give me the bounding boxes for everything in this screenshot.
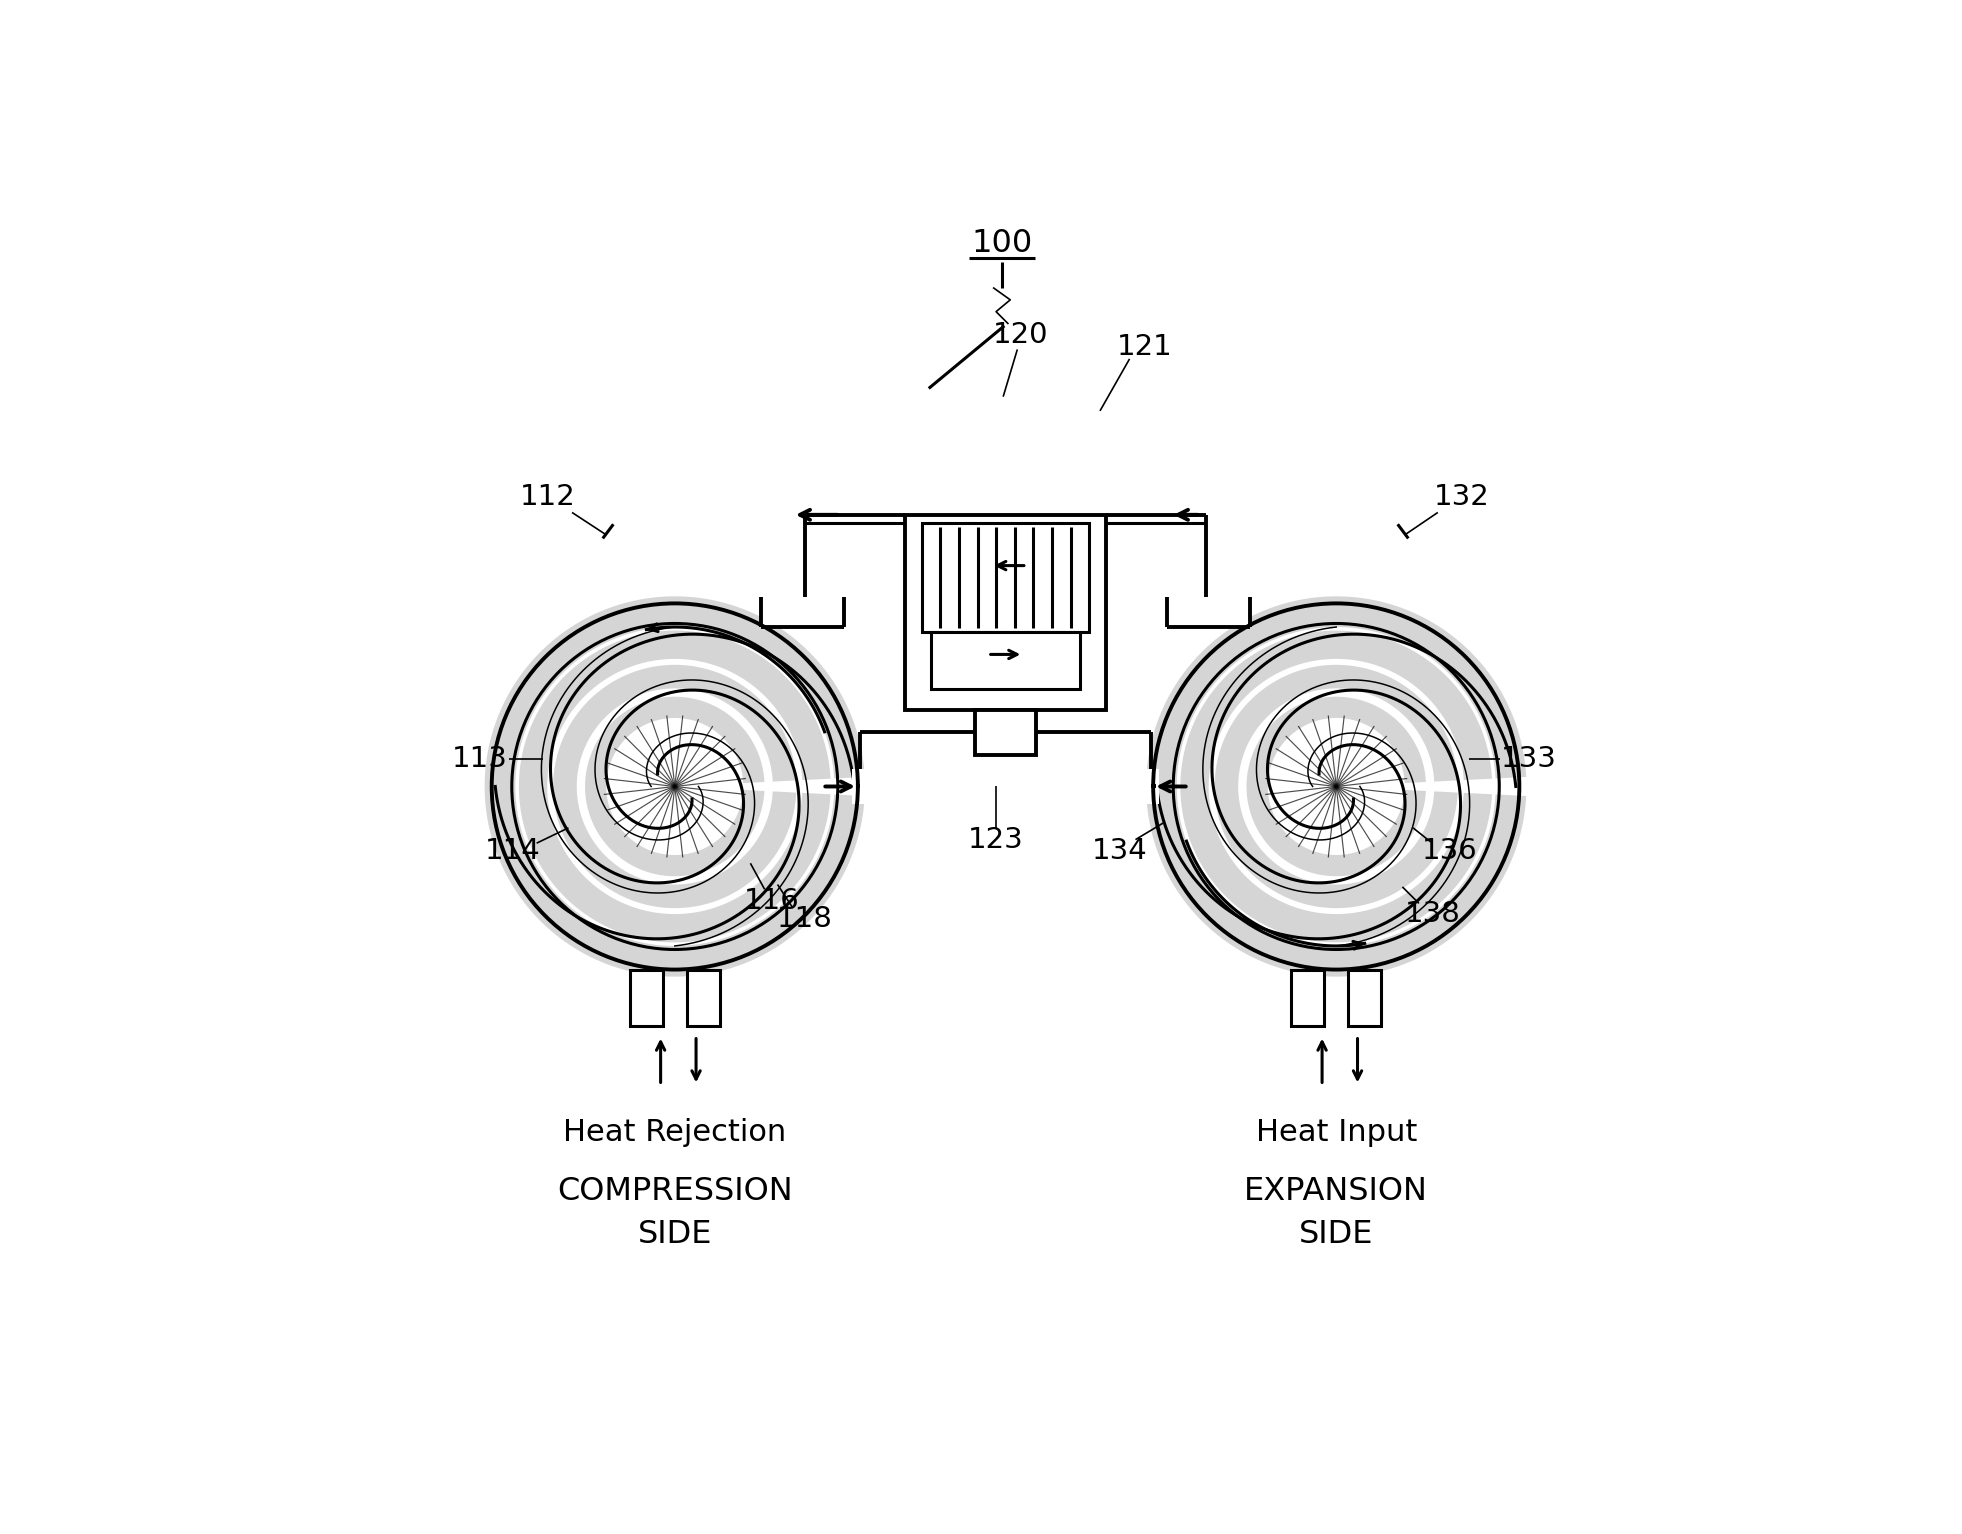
Circle shape [1148,597,1524,976]
Text: 100: 100 [971,227,1032,259]
Polygon shape [1214,664,1458,908]
Text: Heat Input: Heat Input [1256,1118,1417,1147]
Polygon shape [553,664,797,908]
Text: 134: 134 [1093,838,1148,865]
Text: EXPANSION
SIDE: EXPANSION SIDE [1244,1177,1428,1250]
Bar [922,523,1089,632]
Text: 114: 114 [485,838,542,865]
Polygon shape [518,630,830,942]
Bar [1136,769,1160,804]
Circle shape [487,597,863,976]
Polygon shape [1181,630,1491,942]
Text: COMPRESSION
SIDE: COMPRESSION SIDE [557,1177,793,1250]
Text: 123: 123 [967,825,1024,853]
Text: 113: 113 [451,746,508,773]
Bar [1348,969,1381,1026]
Bar [687,969,720,1026]
Bar [975,710,1036,755]
Text: 138: 138 [1405,900,1462,928]
Text: 116: 116 [744,887,800,916]
Text: 136: 136 [1422,838,1477,865]
Text: 120: 120 [993,321,1048,350]
Polygon shape [1246,696,1426,876]
Text: 112: 112 [520,483,575,511]
Polygon shape [1146,597,1526,977]
Text: 133: 133 [1501,746,1556,773]
Polygon shape [585,696,765,876]
Text: 121: 121 [1116,333,1173,360]
Bar [1291,969,1324,1026]
Polygon shape [485,597,865,977]
Bar [1167,597,1250,627]
Text: 132: 132 [1434,483,1489,511]
Bar [932,632,1079,689]
Text: 118: 118 [777,905,832,933]
Bar [761,597,844,627]
Bar [852,769,875,804]
Bar [904,515,1107,710]
Bar [630,969,663,1026]
Text: Heat Rejection: Heat Rejection [563,1118,787,1147]
